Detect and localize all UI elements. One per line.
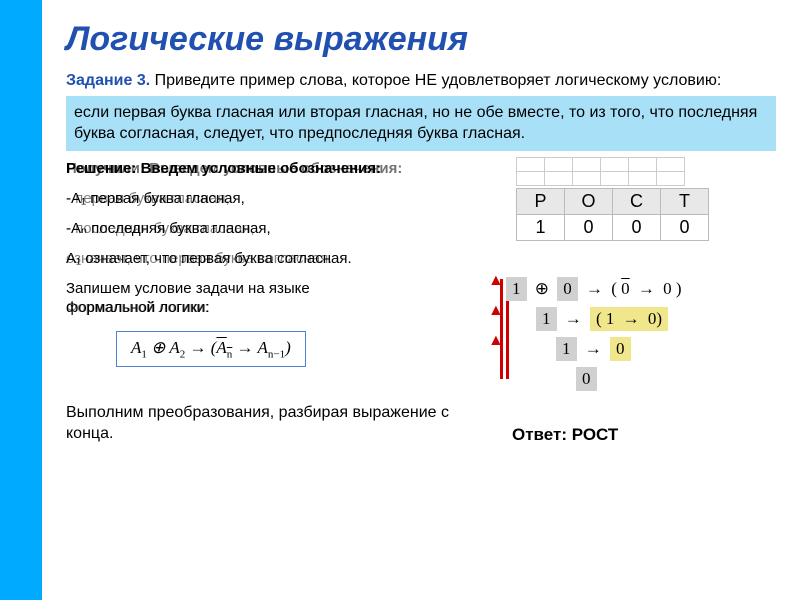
derivation-column: Р О С Т 1 0 0 0 ▲ 1 ⊕ [476, 157, 776, 445]
r1-arr2: → [634, 279, 659, 298]
r2-open: ( [596, 309, 602, 328]
r2-arr2: → [619, 309, 644, 328]
f-s2: 2 [180, 348, 186, 360]
formula-box: A1 ⊕ A2 → (An → An−1) [116, 331, 306, 367]
r3-arr: → [581, 339, 606, 358]
r2-close: ) [656, 309, 662, 328]
task-label: Задание 3. [66, 72, 150, 89]
r2-arr: → [561, 309, 586, 328]
f-An: A [216, 338, 226, 357]
red-bar-1 [500, 279, 503, 379]
r3-a: 1 [556, 337, 577, 361]
cell-code-3: 0 [661, 214, 709, 240]
solution-column: Решение: Введем условные обозначения: По… [66, 157, 458, 445]
r2-a: 1 [536, 307, 557, 331]
line-1b: Получили: Выведем условные обозначения: [66, 157, 402, 181]
line-2: -А₁ первая буква гласная, - первая буква… [66, 187, 458, 211]
final-text: Выполним преобразования, разбирая выраже… [66, 403, 458, 445]
step-row-4: 0 [576, 367, 752, 397]
cell-letter-3: Т [661, 188, 709, 214]
r1-xor: ⊕ [531, 279, 553, 298]
cell-code-2: 0 [613, 214, 661, 240]
line-4: А₁ означает, что первая буква согласная.… [66, 247, 458, 271]
mini-grid [516, 157, 685, 186]
red-arrow-icon: ▲ [488, 303, 504, 319]
f-xor: ⊕ [151, 338, 165, 357]
cell-letter-0: Р [517, 188, 565, 214]
r4-a: 0 [576, 367, 597, 391]
line-3: -Аₙ последняя буква гласная, - последняя… [66, 217, 458, 241]
cell-code-1: 0 [565, 214, 613, 240]
step-row-2: ▲ 1 → ( 1 → 0) [536, 307, 712, 337]
answer-label: Ответ: РОСТ [512, 425, 618, 445]
task-body: Приведите пример слова, которое НЕ удовл… [155, 72, 722, 89]
slide-content: Логические выражения Задание 3. Приведит… [42, 0, 800, 600]
r1-close: ) [676, 279, 682, 298]
cell-letter-2: С [613, 188, 661, 214]
slide-title: Логические выражения [66, 20, 776, 59]
red-arrow-icon: ▲ [488, 333, 504, 349]
condition-box: если первая буква гласная или вторая гла… [66, 96, 776, 151]
r1-zero: 0 [621, 279, 630, 298]
line-4a: означает, что первая буква согласная. [66, 247, 332, 271]
f-An1: A [258, 338, 268, 357]
line-1: Решение: Введем условные обозначения: По… [66, 157, 458, 181]
r3-b: 0 [610, 337, 631, 361]
f-sn: n [227, 348, 233, 360]
f-arr: → [189, 338, 206, 357]
r1-open: ( [611, 279, 617, 298]
r1-d: 0 [663, 279, 672, 298]
line-2a: - первая буква гласная, [66, 187, 230, 211]
step-row-1: ▲ 1 ⊕ 0 → ( 0 → 0 ) [506, 277, 682, 307]
word-table: Р О С Т 1 0 0 0 [516, 188, 709, 241]
r2-group: ( 1 → 0) [590, 307, 668, 331]
f-A2: A [169, 338, 179, 357]
f-arr2: → [237, 338, 254, 357]
r2-b: 1 [606, 309, 615, 328]
r1-a: 1 [506, 277, 527, 301]
cell-code-0: 1 [517, 214, 565, 240]
derivation-steps: ▲ 1 ⊕ 0 → ( 0 → 0 ) ▲ 1 → ( [516, 277, 692, 397]
line-3a: - последняя буква гласная, [66, 217, 255, 241]
left-accent-bar [0, 0, 42, 600]
f-sn1: n−1 [268, 348, 285, 360]
f-s1: 1 [141, 348, 147, 360]
f-close: ) [285, 338, 291, 357]
line-5: Запишем условие задачи на языке Формальн… [66, 277, 458, 317]
step-row-3: ▲ 1 → 0 [556, 337, 732, 367]
r1-arr: → [582, 279, 607, 298]
f-A1: A [131, 338, 141, 357]
red-arrow-icon: ▲ [488, 273, 504, 289]
cell-letter-1: О [565, 188, 613, 214]
r1-b: 0 [557, 277, 578, 301]
task-text: Задание 3. Приведите пример слова, котор… [66, 71, 776, 92]
line-5c: формальной логики: [66, 296, 210, 320]
